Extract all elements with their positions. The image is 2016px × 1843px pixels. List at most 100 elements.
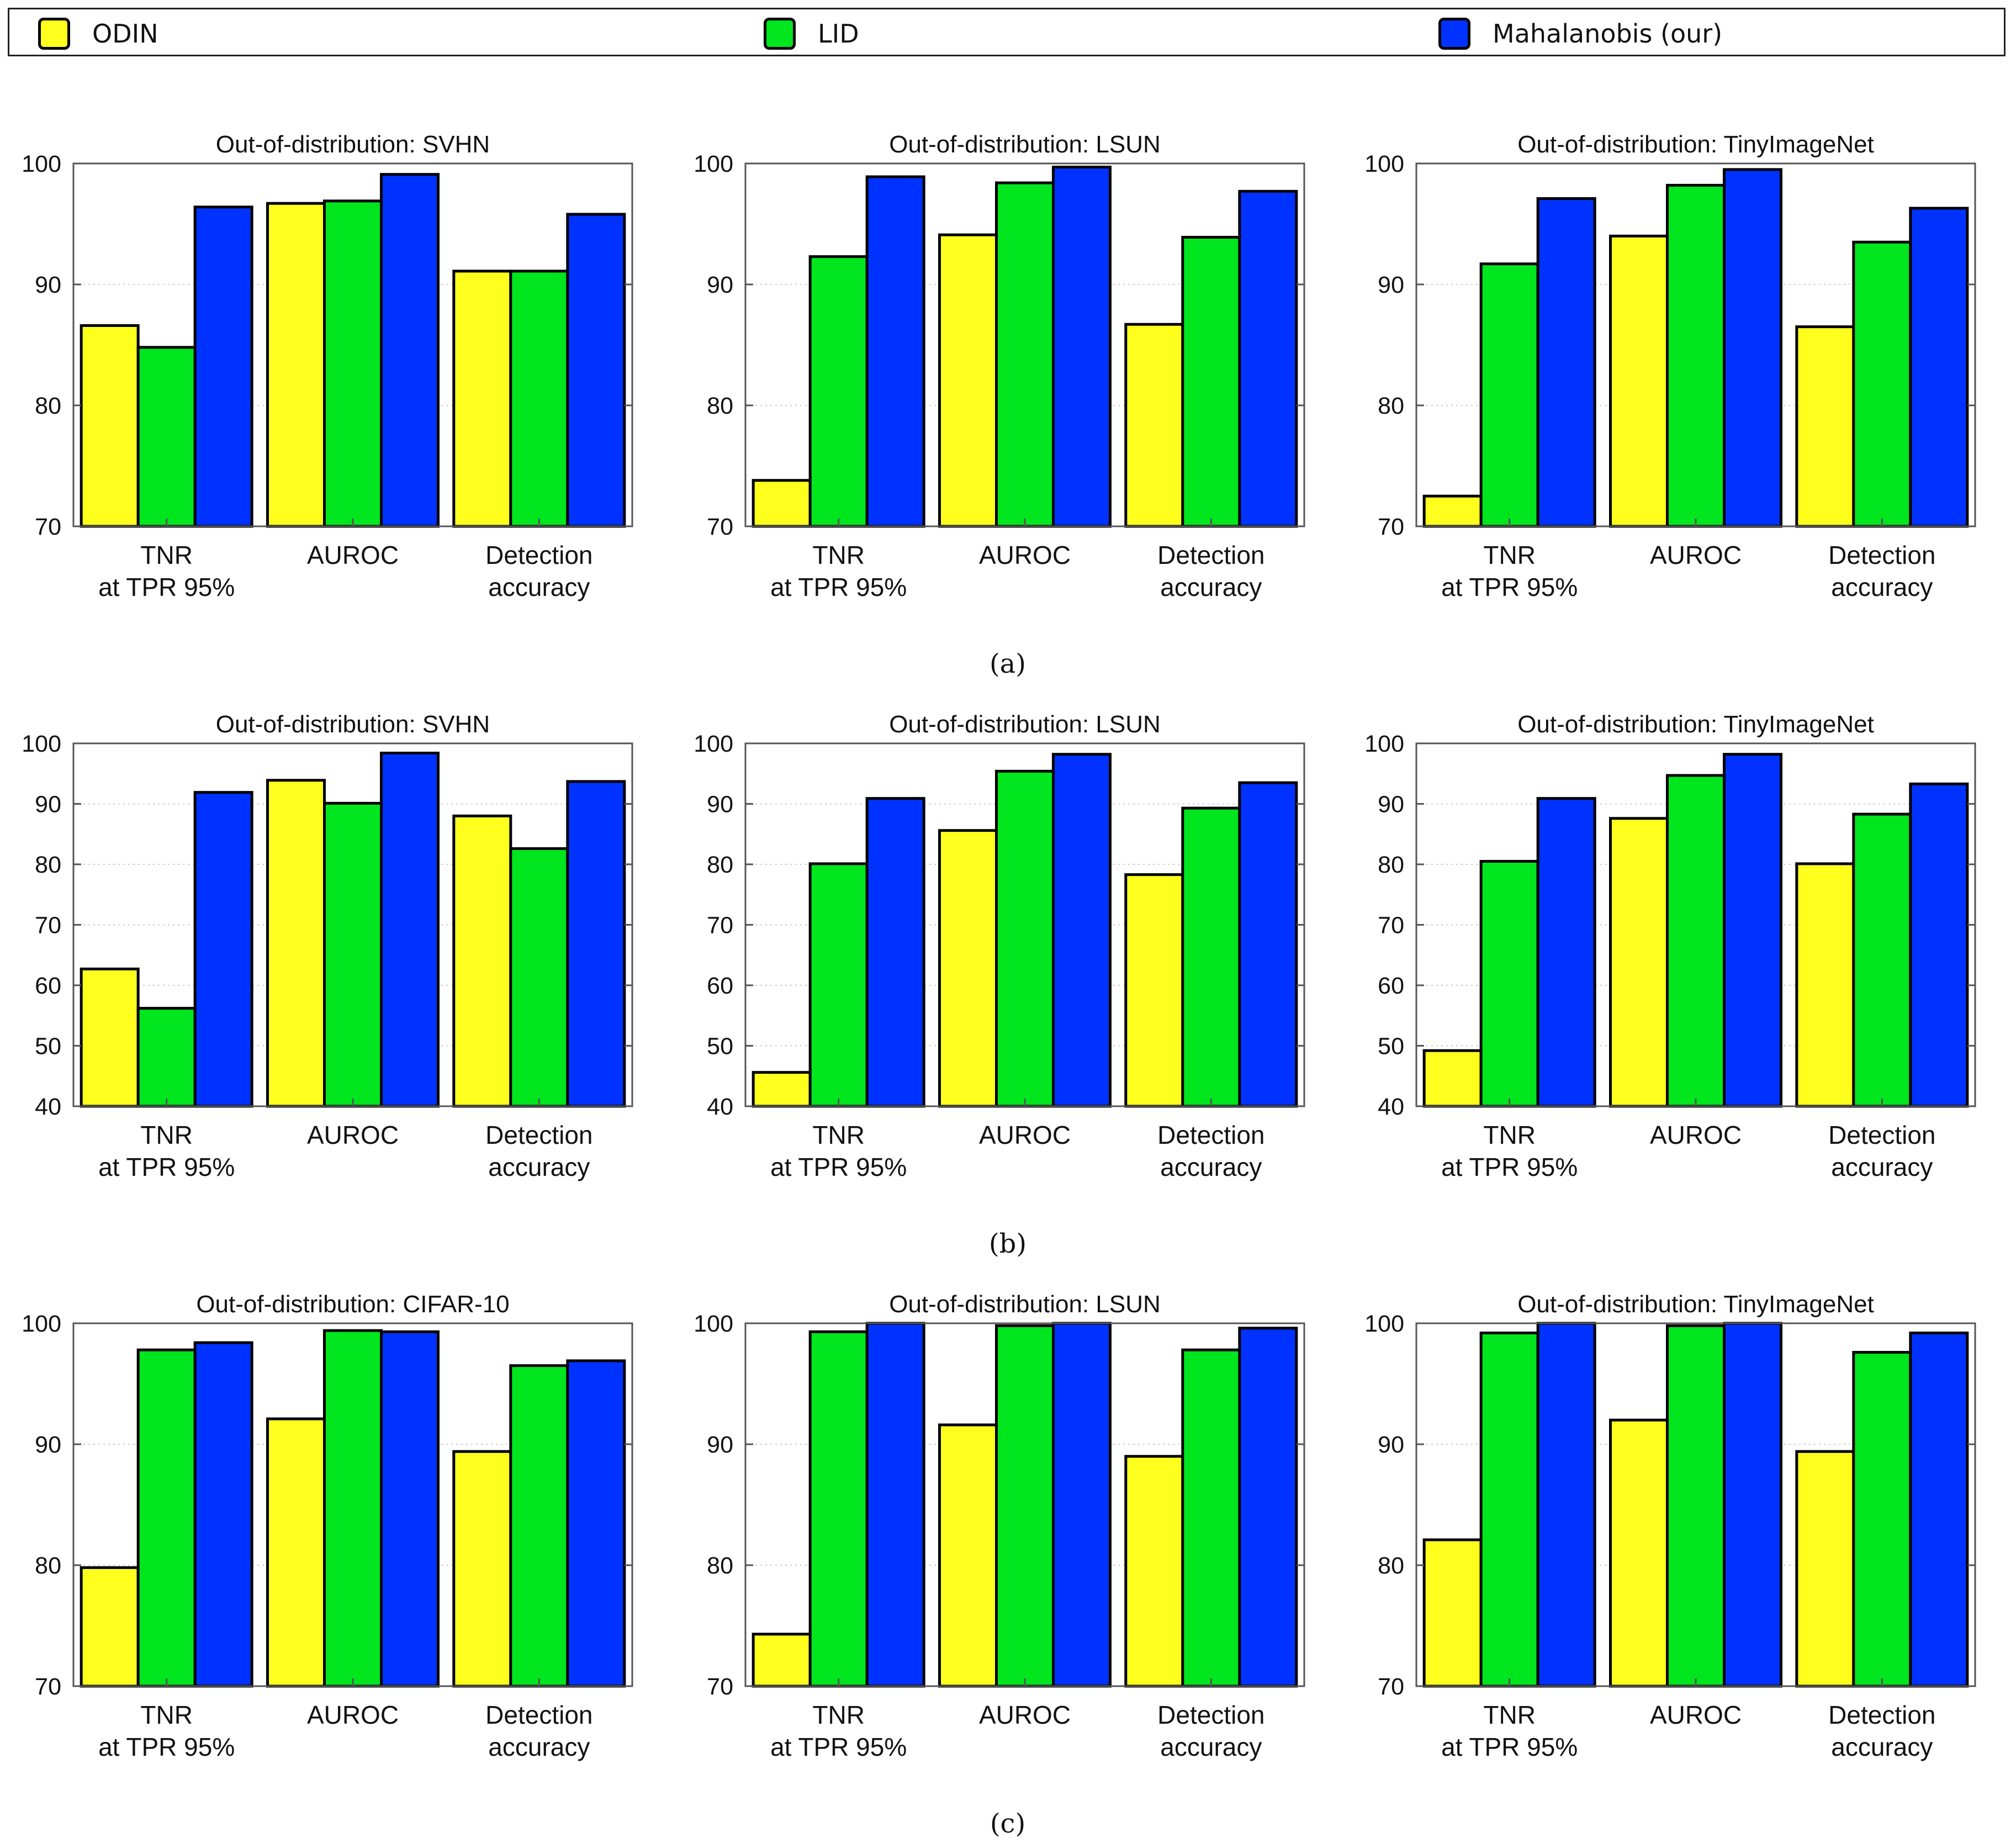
chart-6-bar-mahalanobis — [1909, 782, 1969, 1108]
chart-5-bar-lid — [1181, 806, 1241, 1108]
panel-caption: (a) — [990, 648, 1026, 679]
chart-8-bar-odin — [1124, 1455, 1184, 1688]
chart-6-bar-lid — [1852, 812, 1912, 1108]
chart-9-bar-mahalanobis — [1723, 1322, 1782, 1688]
chart-9-ytick-label: 100 — [1364, 1311, 1404, 1337]
chart-2-ytick-label: 80 — [707, 393, 733, 419]
chart-5-title: Out-of-distribution: LSUN — [889, 711, 1161, 738]
chart-9-bar-mahalanobis — [1536, 1322, 1596, 1688]
chart-9-bar-lid — [1852, 1351, 1912, 1688]
chart-7-title: Out-of-distribution: CIFAR-10 — [196, 1291, 509, 1318]
chart-9-xtick-label: at TPR 95% — [1441, 1733, 1578, 1761]
chart-6-bar-mahalanobis — [1536, 797, 1596, 1108]
chart-1-xtick-label: AUROC — [307, 541, 399, 569]
chart-2-bar-odin — [1124, 323, 1184, 528]
chart-5-ytick-label: 50 — [707, 1033, 733, 1060]
chart-1-bar-lid — [323, 199, 383, 528]
chart-1-ytick-label: 90 — [35, 272, 61, 298]
chart-5-bar-mahalanobis — [865, 797, 925, 1108]
chart-2-xtick-label: Detection — [1157, 541, 1264, 569]
chart-8-bar-lid — [808, 1330, 869, 1688]
chart-6-ytick-label: 40 — [1378, 1094, 1404, 1120]
chart-7-xtick-label: accuracy — [488, 1733, 590, 1761]
chart-6-ytick-label: 60 — [1378, 973, 1404, 999]
chart-4-title: Out-of-distribution: SVHN — [216, 711, 490, 738]
chart-6-bar-odin — [1422, 1049, 1483, 1108]
chart-9-xtick-label: AUROC — [1650, 1701, 1742, 1729]
chart-5-bar-lid — [808, 862, 869, 1108]
chart-6-xtick-label: AUROC — [1650, 1121, 1742, 1149]
chart-1-xtick-label: at TPR 95% — [98, 573, 235, 601]
chart-1-ytick-label: 70 — [35, 514, 61, 540]
chart-3-xtick-label: at TPR 95% — [1441, 573, 1578, 601]
chart-8-xtick-label: AUROC — [979, 1701, 1071, 1729]
chart-1-bar-mahalanobis — [566, 213, 626, 528]
chart-1-bar-mahalanobis — [380, 173, 440, 528]
chart-3-xtick-label: AUROC — [1650, 541, 1742, 569]
chart-7-ytick-label: 80 — [35, 1552, 61, 1579]
chart-2-xtick-label: accuracy — [1160, 573, 1262, 601]
chart-4-ytick-label: 70 — [35, 912, 61, 939]
legend: ODIN LID Mahalanobis (our) — [8, 8, 2006, 56]
legend-swatch-mahalanobis — [1438, 18, 1470, 50]
chart-2-xtick-label: TNR — [812, 541, 865, 569]
chart-1-xtick-label: TNR — [140, 541, 193, 569]
chart-9-ytick-label: 90 — [1378, 1432, 1404, 1458]
chart-3-ytick-label: 90 — [1378, 272, 1404, 298]
chart-4-xtick-label: accuracy — [488, 1153, 590, 1181]
chart-3-bar-odin — [1609, 234, 1669, 528]
chart-8-xtick-label: Detection — [1157, 1701, 1264, 1729]
chart-9-xtick-label: TNR — [1483, 1701, 1536, 1729]
chart-7-xtick-label: TNR — [140, 1701, 193, 1729]
chart-5-ytick-label: 100 — [694, 731, 733, 757]
chart-9-bar-mahalanobis — [1909, 1332, 1969, 1688]
chart-6-bar-mahalanobis — [1723, 753, 1782, 1108]
chart-3-bar-odin — [1422, 494, 1483, 528]
chart-7-xtick-label: at TPR 95% — [98, 1733, 235, 1761]
chart-2-bar-odin — [938, 233, 998, 528]
legend-label-lid: LID — [818, 19, 859, 49]
chart-9-ytick-label: 80 — [1378, 1552, 1404, 1579]
chart-6-bar-lid — [1479, 860, 1539, 1108]
chart-4-bar-mahalanobis — [193, 791, 253, 1108]
chart-8-bar-mahalanobis — [1052, 1322, 1112, 1688]
chart-1-bar-lid — [509, 270, 569, 528]
chart-1-ytick-label: 80 — [35, 393, 61, 419]
legend-item-odin: ODIN — [38, 17, 158, 50]
chart-2-ytick-label: 90 — [707, 272, 733, 298]
chart-2-ytick-label: 70 — [707, 514, 733, 540]
chart-7-ytick-label: 70 — [35, 1673, 61, 1700]
chart-7-bar-odin — [266, 1417, 326, 1688]
chart-7-ytick-label: 90 — [35, 1432, 61, 1458]
chart-7-bar-mahalanobis — [380, 1330, 440, 1688]
chart-5-xtick-label: Detection — [1157, 1121, 1264, 1149]
chart-6-xtick-label: TNR — [1483, 1121, 1536, 1149]
chart-5-ytick-label: 40 — [707, 1094, 733, 1120]
chart-9-bar-odin — [1795, 1450, 1855, 1688]
chart-1-title: Out-of-distribution: SVHN — [216, 131, 490, 158]
chart-9-title: Out-of-distribution: TinyImageNet — [1517, 1291, 1874, 1318]
chart-5-xtick-label: TNR — [812, 1121, 865, 1149]
chart-4-bar-lid — [136, 1007, 197, 1108]
chart-4-xtick-label: Detection — [485, 1121, 592, 1149]
chart-5-ytick-label: 80 — [707, 852, 733, 878]
chart-3-bar-mahalanobis — [1723, 168, 1782, 528]
chart-6-title: Out-of-distribution: TinyImageNet — [1517, 711, 1874, 738]
legend-item-mahalanobis: Mahalanobis (our) — [1438, 17, 1722, 50]
chart-7-xtick-label: Detection — [485, 1701, 592, 1729]
chart-3-ytick-label: 80 — [1378, 393, 1404, 419]
chart-7-xtick-label: AUROC — [307, 1701, 399, 1729]
chart-4-bar-mahalanobis — [566, 780, 626, 1108]
panel-caption: (c) — [990, 1808, 1025, 1839]
chart-2-bar-mahalanobis — [1052, 166, 1112, 528]
chart-6-bar-lid — [1666, 774, 1726, 1108]
chart-5-bar-mahalanobis — [1052, 753, 1112, 1108]
chart-3-xtick-label: Detection — [1828, 541, 1935, 569]
chart-5-bar-mahalanobis — [1238, 781, 1298, 1108]
legend-label-odin: ODIN — [92, 19, 158, 49]
chart-5-xtick-label: AUROC — [979, 1121, 1071, 1149]
panel-caption: (b) — [989, 1228, 1026, 1259]
chart-7-bar-odin — [452, 1450, 512, 1688]
chart-4-xtick-label: AUROC — [307, 1121, 399, 1149]
